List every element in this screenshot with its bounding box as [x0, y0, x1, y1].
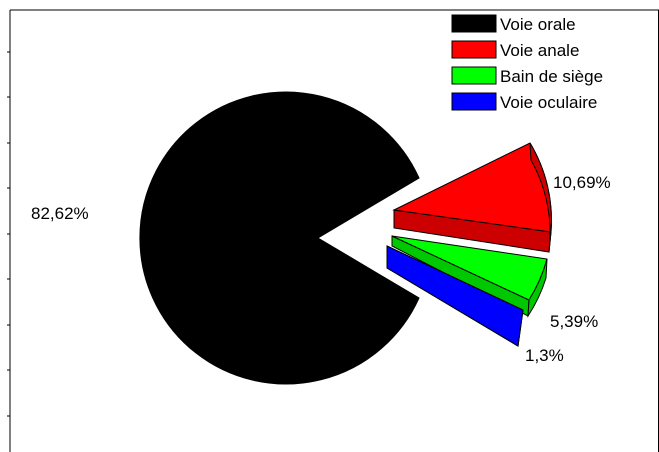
slice-label-voie-oculaire: 1,3%	[525, 346, 564, 365]
legend: Voie orale Voie anale Bain de siège Voie…	[451, 14, 603, 112]
slice-voie-oculaire	[386, 245, 524, 347]
slice-voie-anale	[392, 142, 552, 253]
slice-label-bain-de-siege: 5,39%	[550, 312, 598, 331]
legend-label-voie-anale: Voie anale	[500, 41, 579, 60]
slice-label-voie-orale: 82,62%	[31, 204, 89, 223]
legend-label-bain-de-siege: Bain de siège	[500, 67, 603, 86]
slice-bain-de-siege	[391, 235, 548, 318]
slice-label-voie-anale: 10,69%	[553, 173, 611, 192]
legend-label-voie-oculaire: Voie oculaire	[500, 93, 597, 112]
legend-label-voie-orale: Voie orale	[500, 15, 576, 34]
legend-swatch-voie-orale	[451, 14, 497, 33]
slice-voie-orale	[139, 91, 420, 385]
legend-swatch-voie-anale	[451, 40, 497, 59]
legend-swatch-bain-de-siege	[451, 66, 497, 85]
legend-swatch-voie-oculaire	[451, 92, 497, 111]
